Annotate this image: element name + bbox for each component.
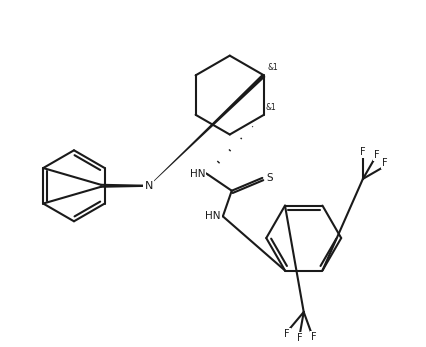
- Text: &1: &1: [265, 103, 276, 112]
- Text: F: F: [381, 158, 386, 168]
- Text: F: F: [373, 150, 378, 160]
- Text: HN: HN: [189, 169, 204, 179]
- Polygon shape: [148, 74, 265, 186]
- Text: S: S: [266, 173, 272, 183]
- Text: F: F: [296, 333, 302, 344]
- Text: F: F: [283, 329, 289, 339]
- Text: N: N: [144, 181, 153, 191]
- Text: HN: HN: [205, 211, 220, 221]
- Text: F: F: [311, 332, 316, 342]
- Text: &1: &1: [267, 64, 278, 73]
- Text: F: F: [359, 147, 365, 157]
